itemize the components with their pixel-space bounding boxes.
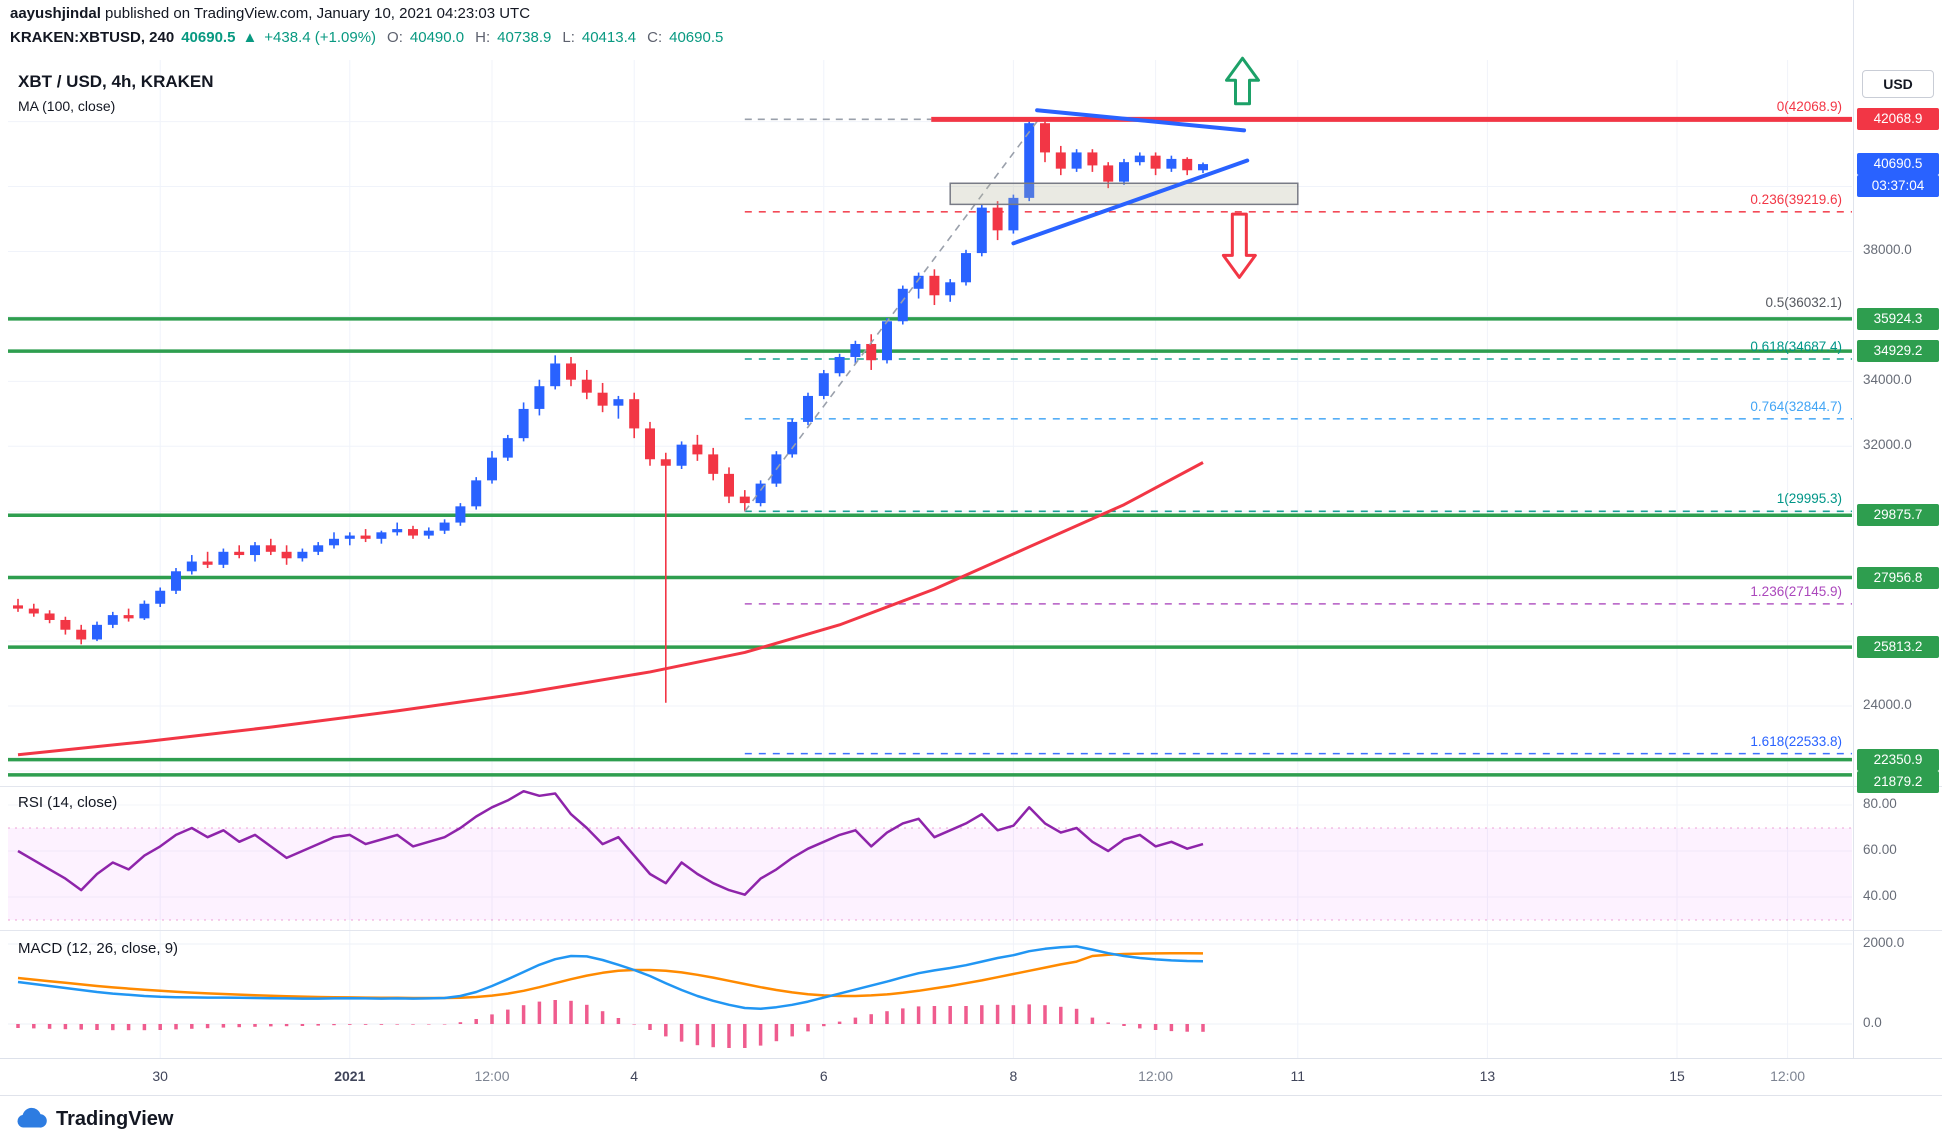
time-tick-label: 2021: [334, 1068, 366, 1084]
open-label: O:: [387, 29, 403, 46]
close-value: 40690.5: [669, 29, 724, 46]
candles-layer: [13, 119, 1208, 703]
arrow-down-icon: [1221, 212, 1257, 279]
close-label: C:: [647, 29, 663, 46]
macd-legend[interactable]: MACD (12, 26, close, 9): [18, 940, 179, 957]
time-tick-label: 12:00: [474, 1068, 510, 1084]
pane-separator-rsi[interactable]: [0, 786, 1942, 787]
time-tick-label: 30: [152, 1068, 168, 1084]
time-tick-label: 6: [819, 1068, 828, 1084]
low-label: L:: [562, 29, 575, 46]
publish-info: published on TradingView.com, January 10…: [100, 5, 531, 22]
ma-legend[interactable]: MA (100, close): [18, 98, 116, 114]
rsi-tick-label: 40.00: [1863, 888, 1897, 903]
ma-line: [17, 461, 1204, 757]
pane-separator-macd[interactable]: [0, 930, 1942, 931]
price-tick-label: 32000.0: [1863, 437, 1912, 453]
macd-tick-label: 2000.0: [1863, 935, 1905, 950]
tradingview-logo-icon[interactable]: [14, 1107, 48, 1133]
quote-change: +438.4 (+1.09%): [264, 29, 377, 46]
support-price-badge: 29875.7: [1857, 504, 1939, 527]
annotations-layer: [744, 56, 1852, 512]
byline: aayushjindal published on TradingView.co…: [10, 5, 530, 22]
price-tick-label: 34000.0: [1863, 372, 1912, 388]
rsi-legend[interactable]: RSI (14, close): [18, 794, 118, 811]
tradingview-logo-text[interactable]: TradingView: [56, 1108, 174, 1130]
support-price-badge: 34929.2: [1857, 340, 1939, 363]
main-pane-legend[interactable]: XBT / USD, 4h, KRAKEN: [18, 72, 214, 91]
fib-lines-layer: [744, 211, 1852, 755]
price-scale[interactable]: USD 38000.0 34000.0 32000.0 24000.0 80.00 60.…: [1853, 0, 1942, 1095]
support-lines-layer: [8, 317, 1852, 777]
high-value: 40738.9: [497, 29, 552, 46]
low-value: 40413.4: [581, 29, 637, 46]
time-scale[interactable]: 30 2021 12:00 4 6 8 12:00 11 13 15 12:00: [0, 1058, 1942, 1096]
resistance-price-badge: 42068.9: [1857, 108, 1939, 131]
price-tick-label: 38000.0: [1863, 242, 1912, 258]
time-tick-label: 11: [1290, 1068, 1306, 1084]
last-price-badge: 40690.5: [1857, 153, 1939, 176]
currency-button[interactable]: USD: [1862, 70, 1934, 98]
change-arrow-icon: ▲: [242, 29, 258, 46]
symbol-quote-row: KRAKEN:XBTUSD, 240 40690.5 ▲ +438.4 (+1.…: [10, 29, 723, 46]
price-tick-label: 24000.0: [1863, 697, 1912, 713]
rsi-band: [8, 827, 1852, 921]
macd-layer: [16, 945, 1205, 1048]
time-tick-label: 13: [1479, 1068, 1496, 1084]
footer-bar: TradingView: [0, 1095, 1942, 1143]
support-price-badge: 21879.2: [1857, 770, 1939, 793]
macd-tick-label: 0.0: [1863, 1015, 1882, 1030]
time-tick-label: 15: [1669, 1068, 1685, 1084]
time-tick-label: 8: [1009, 1068, 1018, 1084]
time-tick-label: 12:00: [1138, 1068, 1174, 1084]
symbol-name: KRAKEN:XBTUSD, 240: [10, 29, 175, 46]
author-name: aayushjindal: [10, 5, 101, 22]
support-price-badge: 25813.2: [1857, 636, 1939, 659]
rsi-tick-label: 80.00: [1863, 796, 1897, 811]
countdown-badge: 03:37:04: [1857, 175, 1939, 198]
time-tick-label: 4: [630, 1068, 639, 1084]
support-price-badge: 27956.8: [1857, 566, 1939, 589]
support-price-badge: 35924.3: [1857, 307, 1939, 330]
arrow-up-icon: [1225, 56, 1260, 106]
open-value: 40490.0: [409, 29, 465, 46]
time-tick-label: 12:00: [1770, 1068, 1806, 1084]
rsi-line: [17, 789, 1204, 896]
support-price-badge: 22350.9: [1857, 748, 1939, 771]
high-label: H:: [475, 29, 491, 46]
quote-last-price: 40690.5: [181, 29, 236, 46]
rsi-tick-label: 60.00: [1863, 842, 1897, 857]
